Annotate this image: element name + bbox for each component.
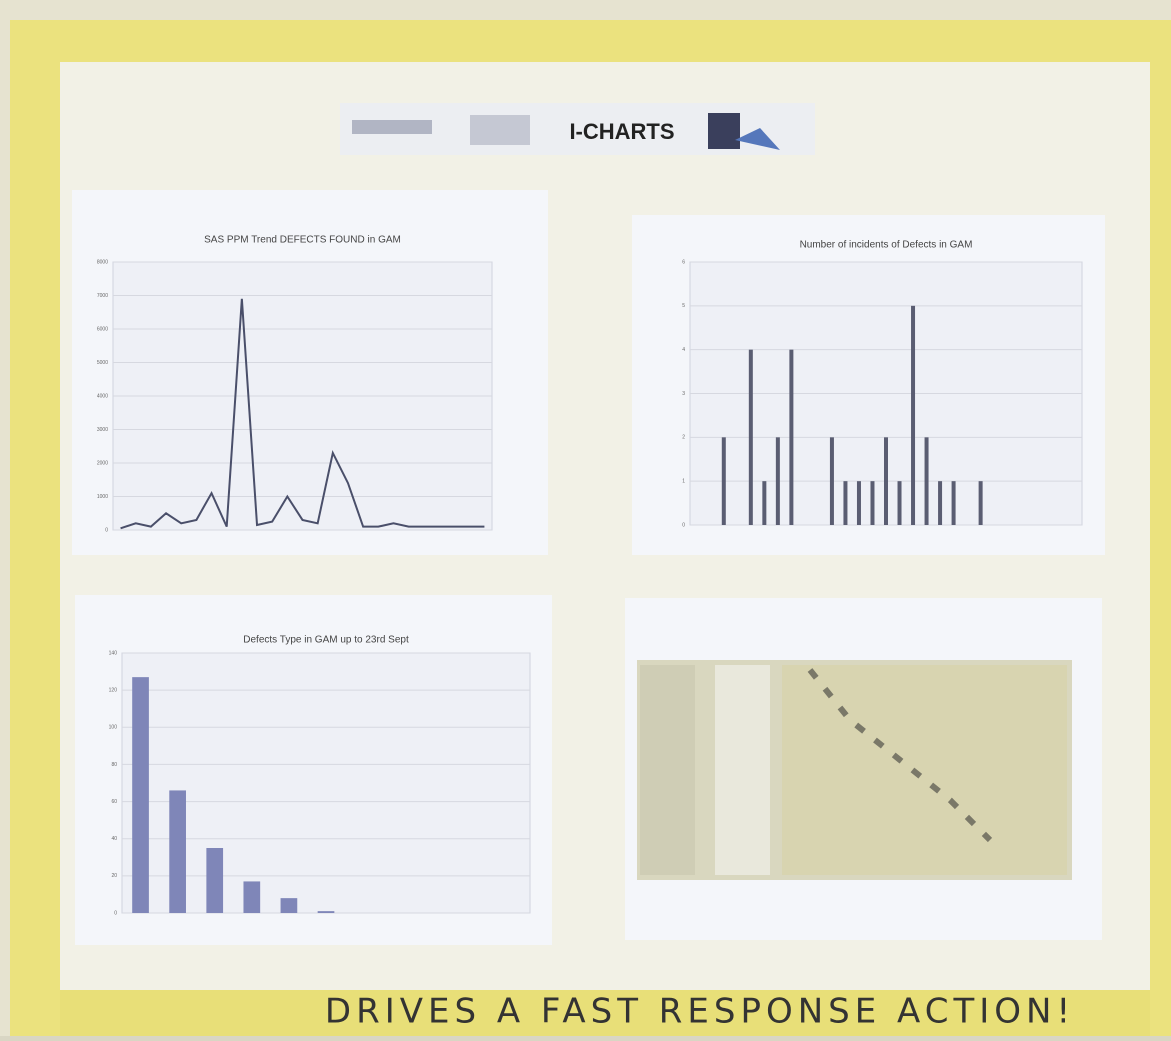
bar [762,481,766,525]
bar [722,437,726,525]
bar [132,677,149,913]
footer-slogan: DRIVES A FAST RESPONSE ACTION! [325,992,1075,1032]
bar [979,481,983,525]
y-tick-label: 8000 [97,259,108,265]
chart-title: Defects Type in GAM up to 23rd Sept [243,635,409,646]
bar [925,437,929,525]
bar [281,898,298,913]
bar [870,481,874,525]
logo [352,120,432,134]
bar [857,481,861,525]
header-title: I-CHARTS [569,119,674,144]
bar [952,481,956,525]
bar [749,350,753,525]
y-tick-label: 3 [682,391,685,397]
y-tick-label: 3000 [97,427,108,433]
bar [938,481,942,525]
table-grid [782,665,1067,875]
chart-title: Number of incidents of Defects in GAM [800,240,973,251]
bar [911,306,915,525]
table-column [715,665,770,875]
y-tick-label: 100 [109,725,118,731]
y-tick-label: 140 [109,650,118,656]
table-column [640,665,695,875]
bar [206,848,223,913]
y-tick-label: 6000 [97,326,108,332]
y-tick-label: 5 [682,303,685,309]
y-tick-label: 0 [682,522,685,528]
chart-title: SAS PPM Trend DEFECTS FOUND in GAM [204,235,401,246]
board: I-CHARTS DRIVES A FAST RESPONSE ACTION! … [0,0,1171,1036]
y-tick-label: 7000 [97,293,108,299]
bar [789,350,793,525]
y-tick-label: 80 [111,762,117,768]
y-tick-label: 4000 [97,393,108,399]
y-tick-label: 120 [109,687,118,693]
bar [830,437,834,525]
y-tick-label: 1 [682,478,685,484]
logo [470,115,530,145]
y-tick-label: 5000 [97,360,108,366]
y-tick-label: 40 [111,836,117,842]
bar [898,481,902,525]
y-tick-label: 6 [682,259,685,265]
bar [884,437,888,525]
bar [843,481,847,525]
y-tick-label: 0 [114,910,117,916]
y-tick-label: 60 [111,799,117,805]
bar [169,790,186,913]
y-tick-label: 2000 [97,460,108,466]
logo [708,113,740,149]
y-tick-label: 20 [111,873,117,879]
page: I-CHARTS DRIVES A FAST RESPONSE ACTION! … [0,0,1171,1036]
bar [318,911,335,913]
y-tick-label: 4 [682,347,685,353]
y-tick-label: 2 [682,435,685,441]
y-tick-label: 0 [105,527,108,533]
bar [243,881,260,913]
bar [776,437,780,525]
y-tick-label: 1000 [97,494,108,500]
